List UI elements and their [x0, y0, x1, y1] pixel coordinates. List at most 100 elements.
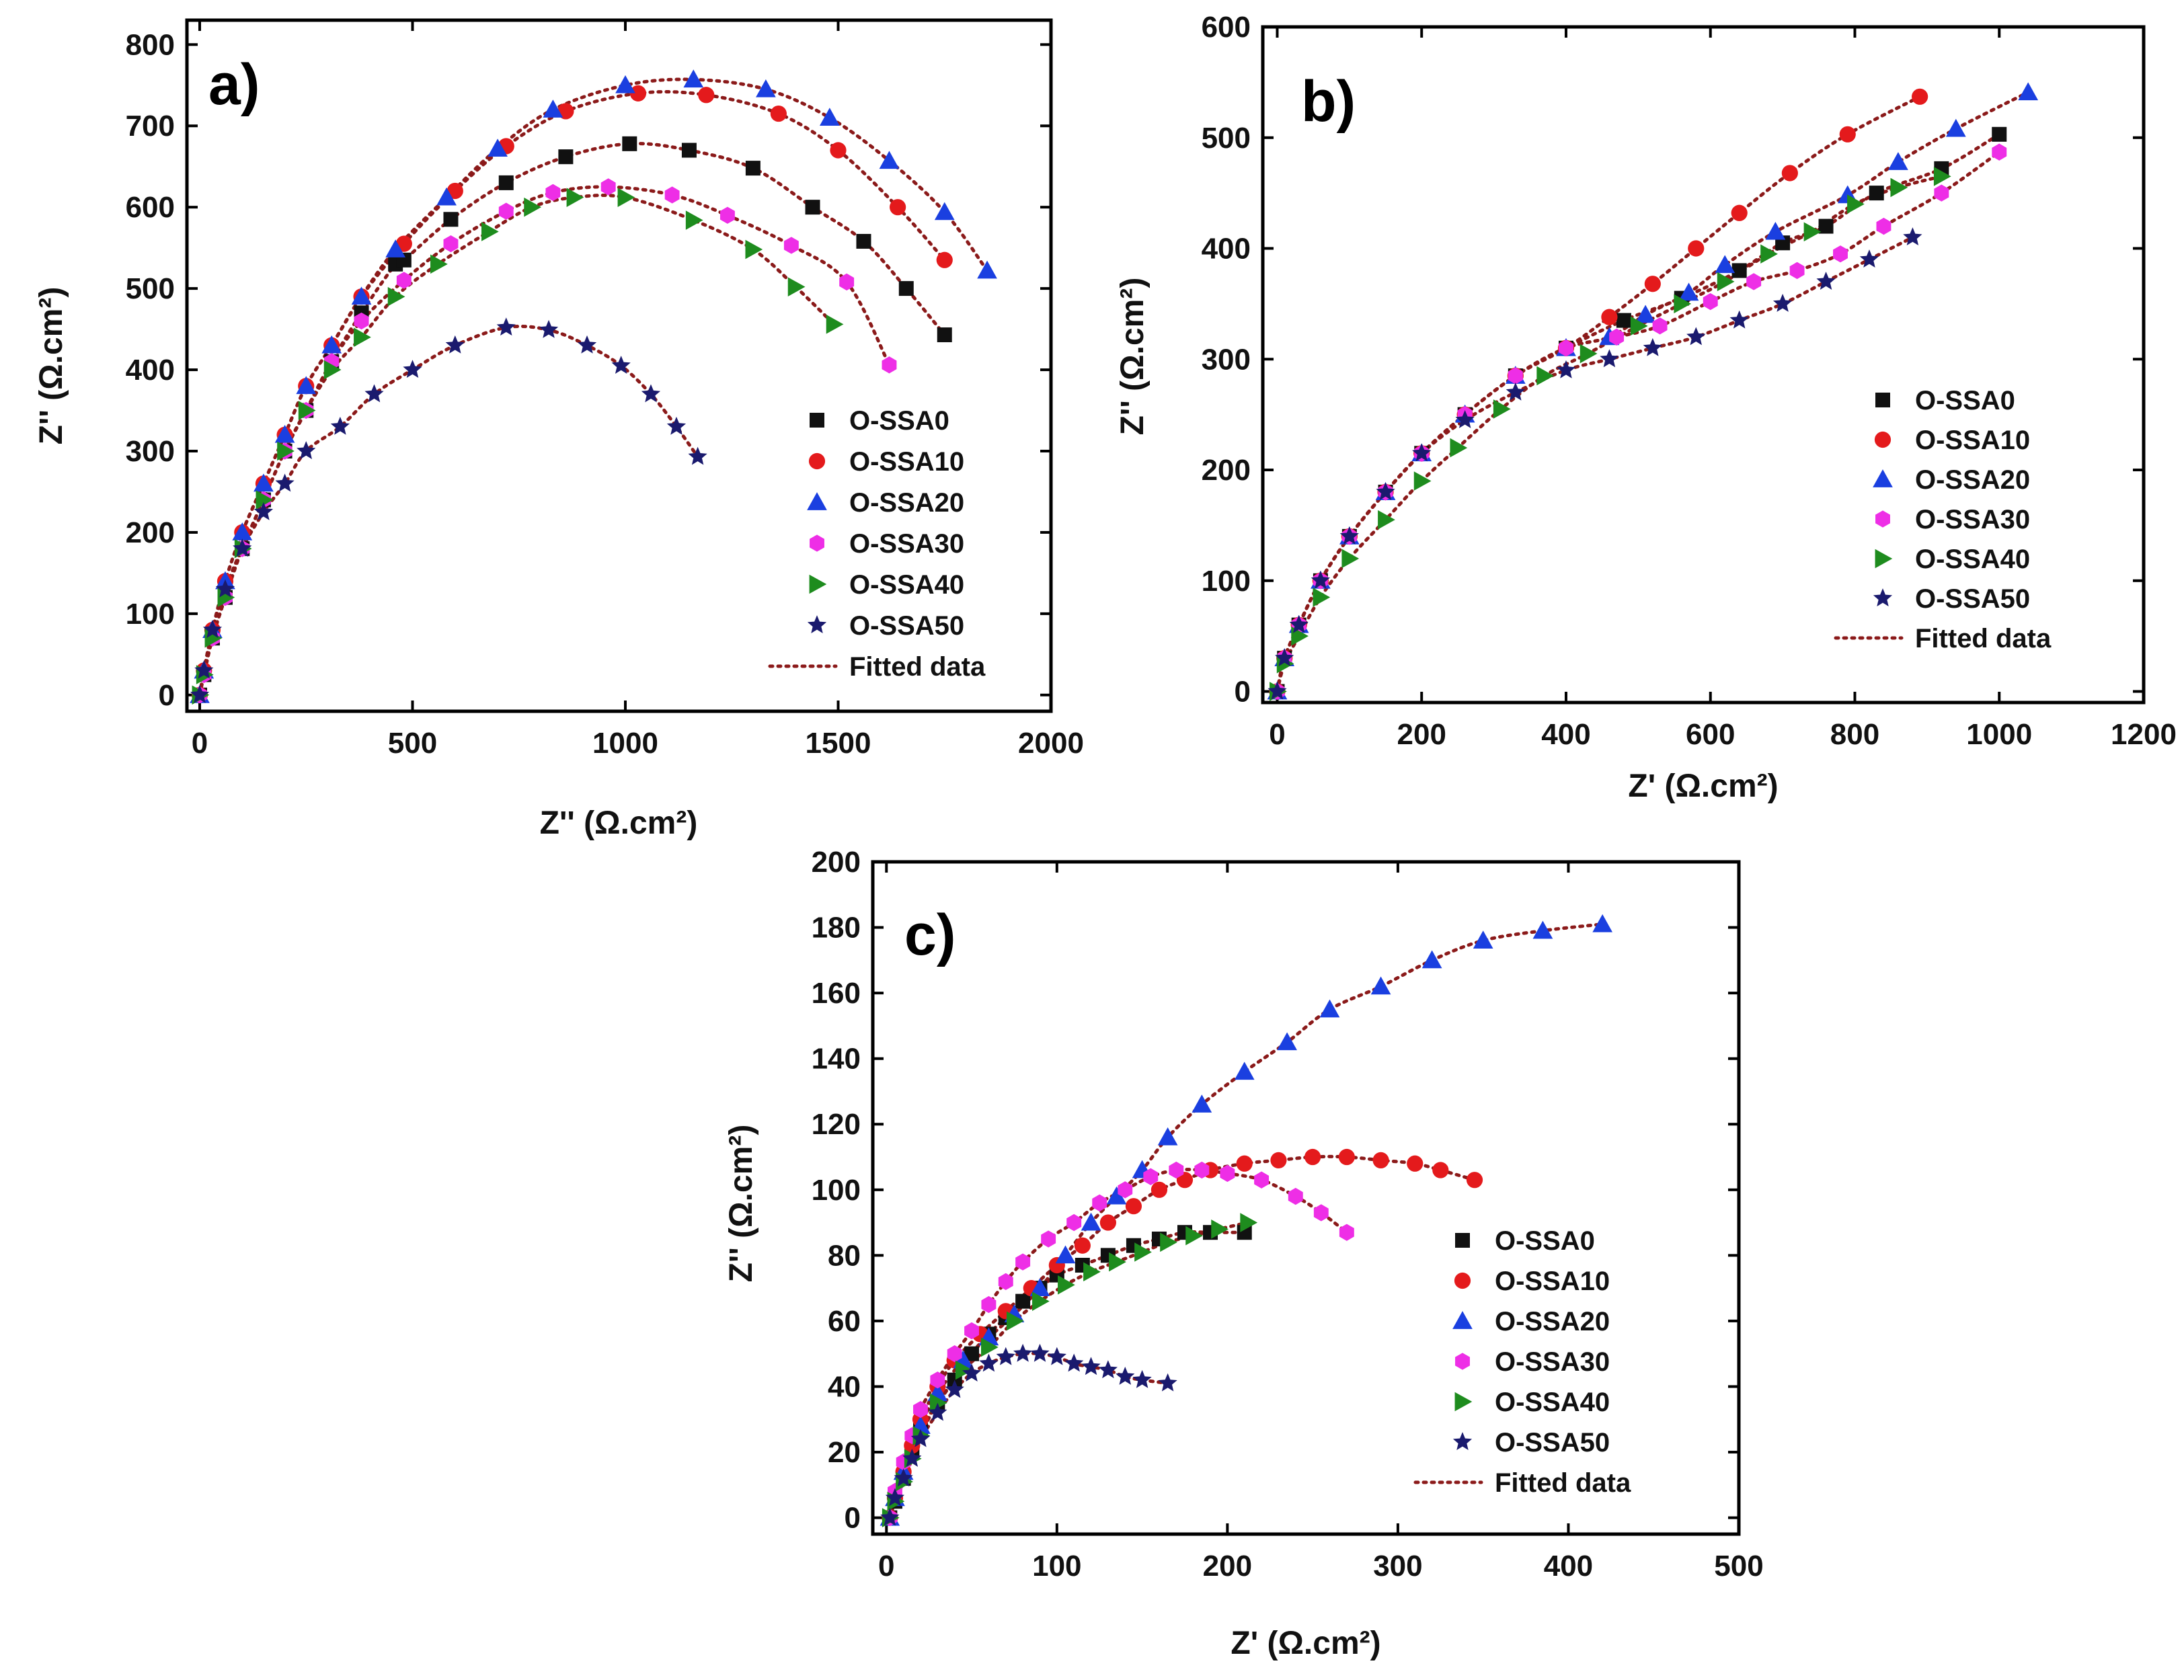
data-point-o-ssa10 — [1338, 1148, 1355, 1166]
data-point-o-ssa40 — [430, 254, 448, 274]
panel-a: a) Z'' (Ω.cm²) Z'' (Ω.cm²) 0 500 1000 1500 2… — [34, 18, 1084, 841]
data-point-o-ssa50 — [254, 502, 274, 520]
y-tick-label: 200 — [812, 846, 861, 879]
data-point-o-ssa10 — [936, 251, 953, 268]
data-point-o-ssa30 — [1313, 1204, 1329, 1222]
data-point-o-ssa20 — [1277, 1032, 1297, 1051]
data-point-o-ssa0 — [1015, 1293, 1031, 1309]
data-point-o-ssa40 — [1630, 316, 1648, 336]
data-point-o-ssa20 — [1888, 152, 1908, 170]
data-point-o-ssa40 — [955, 1360, 973, 1380]
y-tick-label: 20 — [828, 1436, 861, 1469]
data-point-o-ssa50 — [1275, 648, 1294, 667]
data-point-o-ssa50 — [1268, 681, 1287, 700]
data-point-o-ssa50 — [666, 416, 687, 435]
data-point-o-ssa0 — [937, 327, 952, 343]
x-tick-label: 200 — [1397, 718, 1446, 751]
data-point-o-ssa10 — [1074, 1237, 1091, 1254]
legend-marker-o-ssa10 — [1454, 1272, 1471, 1289]
data-point-o-ssa50 — [996, 1347, 1015, 1365]
data-point-o-ssa50 — [1643, 337, 1662, 356]
data-point-o-ssa20 — [436, 187, 457, 206]
data-point-o-ssa10 — [890, 199, 906, 216]
data-point-o-ssa10 — [1236, 1155, 1253, 1172]
x-tick-label: 1200 — [2111, 718, 2177, 751]
data-point-o-ssa50 — [880, 1507, 900, 1526]
panel-a-legend: O-SSA0 O-SSA10 O-SSA20 O-SSA30 O-SSA40 O-SSA5… — [768, 406, 986, 682]
data-point-o-ssa50 — [215, 579, 235, 598]
data-point-o-ssa10 — [1912, 88, 1928, 105]
data-point-o-ssa0 — [443, 212, 459, 227]
data-point-o-ssa40 — [685, 210, 703, 230]
legend-marker-o-ssa50 — [1873, 588, 1893, 607]
y-tick-label: 0 — [159, 679, 175, 712]
data-point-o-ssa10 — [1601, 309, 1618, 325]
panel-a-y-axis-title: Z'' (Ω.cm²) — [34, 287, 69, 445]
data-point-o-ssa0 — [745, 161, 760, 176]
data-point-o-ssa20 — [1055, 1245, 1076, 1264]
data-point-o-ssa20 — [1421, 950, 1442, 969]
data-point-o-ssa20 — [1592, 914, 1613, 932]
fitted-curve-o-ssa50 — [198, 324, 700, 697]
data-point-o-ssa20 — [1029, 1278, 1050, 1297]
data-point-o-ssa50 — [910, 1429, 931, 1447]
data-point-o-ssa20 — [1765, 221, 1786, 240]
x-tick-label: 100 — [1032, 1550, 1081, 1583]
data-point-o-ssa50 — [1064, 1353, 1084, 1372]
panel-b-x-axis-title: Z' (Ω.cm²) — [1628, 768, 1778, 804]
data-point-o-ssa30 — [1703, 292, 1718, 311]
data-point-o-ssa20 — [1234, 1062, 1255, 1080]
data-point-o-ssa30 — [998, 1273, 1013, 1291]
data-point-o-ssa50 — [611, 356, 631, 374]
data-point-o-ssa20 — [977, 260, 997, 279]
panel-a-ticks: 0 500 1000 1500 2000 0 100 200 300 400 500 600 700 80… — [126, 20, 1084, 760]
data-point-o-ssa50 — [539, 319, 559, 338]
data-point-o-ssa40 — [1933, 167, 1951, 186]
data-point-o-ssa40 — [1160, 1232, 1177, 1252]
data-point-o-ssa20 — [2018, 82, 2039, 101]
legend-marker-o-ssa20 — [807, 492, 827, 510]
data-point-o-ssa20 — [756, 79, 776, 97]
y-tick-label: 500 — [1202, 122, 1251, 155]
legend-label: O-SSA40 — [1915, 545, 2030, 574]
data-point-o-ssa30 — [1254, 1171, 1270, 1189]
legend-label: O-SSA30 — [1915, 505, 2030, 534]
legend-label: O-SSA50 — [1495, 1428, 1610, 1457]
data-point-o-ssa40 — [1058, 1275, 1075, 1295]
data-point-o-ssa10 — [1432, 1162, 1449, 1178]
data-point-o-ssa20 — [385, 239, 406, 257]
data-point-o-ssa10 — [1372, 1152, 1389, 1169]
data-point-o-ssa50 — [233, 538, 252, 557]
data-point-o-ssa30 — [839, 273, 855, 291]
data-point-o-ssa50 — [979, 1353, 999, 1372]
fitted-curve-o-ssa30 — [1275, 150, 2001, 694]
data-point-o-ssa40 — [787, 277, 806, 296]
data-point-o-ssa0 — [1616, 313, 1631, 328]
data-point-o-ssa40 — [1313, 588, 1331, 607]
data-point-o-ssa50 — [902, 1448, 922, 1467]
data-point-o-ssa40 — [1007, 1311, 1024, 1331]
data-point-o-ssa10 — [1781, 165, 1798, 182]
y-tick-label: 0 — [1235, 676, 1251, 709]
data-point-o-ssa40 — [323, 360, 342, 380]
legend-marker-o-ssa0 — [810, 413, 824, 428]
data-point-o-ssa50 — [330, 416, 350, 435]
y-tick-label: 100 — [126, 598, 175, 631]
y-tick-label: 300 — [126, 435, 175, 468]
data-point-o-ssa10 — [629, 85, 647, 102]
data-point-o-ssa50 — [1030, 1343, 1050, 1362]
data-point-o-ssa10 — [446, 182, 463, 200]
legend-marker-o-ssa20 — [1873, 469, 1893, 487]
legend-label: O-SSA40 — [849, 570, 964, 600]
data-point-o-ssa50 — [1556, 360, 1576, 378]
data-point-o-ssa50 — [1158, 1373, 1177, 1392]
data-point-o-ssa30 — [1652, 317, 1668, 335]
data-point-o-ssa40 — [745, 239, 763, 259]
panel-b: b) Z' (Ω.cm²) Z'' (Ω.cm²) 0 200 400 600 800 1… — [1115, 11, 2177, 804]
data-point-o-ssa50 — [688, 446, 707, 465]
panel-c-data-points — [880, 914, 1613, 1527]
legend-marker-o-ssa50 — [1452, 1432, 1473, 1451]
data-point-o-ssa10 — [1407, 1155, 1424, 1172]
panel-b-legend: O-SSA0 O-SSA10 O-SSA20 O-SSA30 O-SSA40 O-SSA5… — [1834, 386, 2052, 653]
data-point-o-ssa30 — [913, 1400, 928, 1418]
